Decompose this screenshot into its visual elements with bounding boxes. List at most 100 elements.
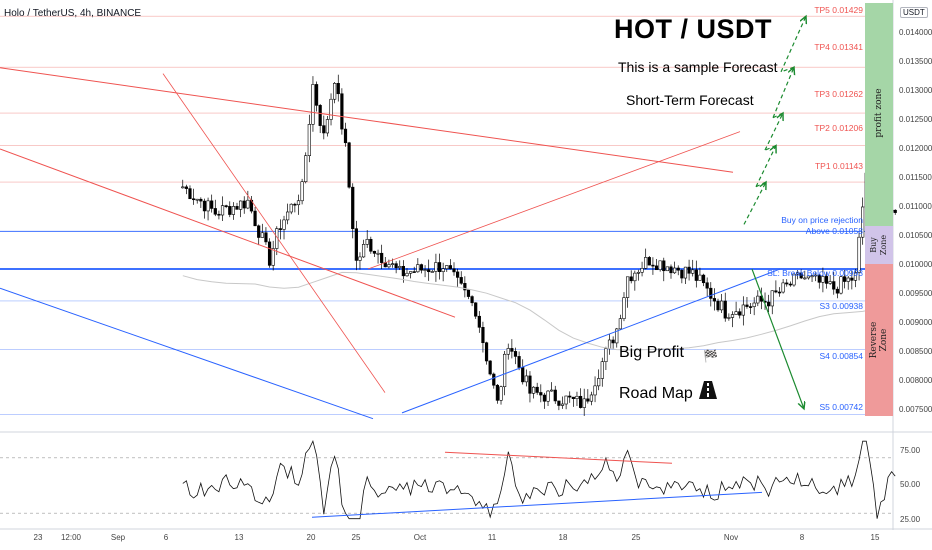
price-tick: 0.010500 <box>899 231 932 240</box>
stop-loss-label: SL: Break Below 0.00993 <box>767 268 863 278</box>
candle-body <box>365 239 369 245</box>
candle-body <box>228 206 232 215</box>
candle-body <box>314 84 319 106</box>
price-tick: 0.011000 <box>899 202 932 211</box>
rsi-tick: 50.00 <box>900 480 921 490</box>
candle-body <box>842 276 847 282</box>
chart-title: HOT / USDT <box>614 14 772 44</box>
candle-body <box>738 311 742 316</box>
candle-body <box>380 252 384 263</box>
candle-body <box>430 271 434 273</box>
time-tick: 13 <box>234 533 244 542</box>
candle-body <box>644 257 648 269</box>
candle-body <box>850 277 854 281</box>
resistance-trendline-steep <box>162 73 386 393</box>
candle-body <box>568 395 572 398</box>
candle-body <box>513 351 518 357</box>
candle-body <box>217 213 221 216</box>
forecast-arrow-up <box>743 182 766 225</box>
candle-body <box>437 262 442 273</box>
candle-body <box>741 304 745 316</box>
candle-body <box>597 378 601 387</box>
candle-body <box>676 267 680 271</box>
time-tick: 11 <box>487 533 497 542</box>
candle-body <box>318 105 322 126</box>
big-profit-label: Big Profit <box>619 344 684 361</box>
symbol-header: Holo / TetherUS, 4h, BINANCE <box>4 8 142 19</box>
candle-body <box>730 314 735 318</box>
candle-body <box>615 328 619 344</box>
time-tick: Nov <box>723 533 739 542</box>
candle-body <box>231 206 235 215</box>
candle-body <box>434 262 438 272</box>
candle-body <box>477 315 481 328</box>
price-tick: 0.008500 <box>899 347 932 356</box>
candle-body <box>329 98 333 120</box>
candle-body <box>398 266 402 269</box>
candle-body <box>673 267 677 274</box>
price-tick: 0.009000 <box>899 318 932 327</box>
forecast-subtitle: This is a sample Forecast <box>618 59 778 75</box>
candle-body <box>828 281 832 284</box>
candle-body <box>788 283 792 286</box>
candle-body <box>810 275 814 278</box>
candle-body <box>481 327 485 344</box>
road-icon <box>699 381 717 399</box>
candle-body <box>553 389 557 402</box>
candle-body <box>343 128 348 144</box>
candle-body <box>654 265 659 271</box>
candle-body <box>607 339 612 349</box>
buy-label-1: Buy on price rejection <box>781 215 863 225</box>
candle-body <box>550 389 554 392</box>
profit-zone: profit zone <box>865 3 893 226</box>
candle-body <box>354 228 358 261</box>
candle-body <box>531 386 536 394</box>
tp5-label: TP5 0.01429 <box>814 5 863 15</box>
road-map-label: Road Map <box>619 385 693 402</box>
candle-body <box>495 384 500 401</box>
candle-body <box>803 277 807 280</box>
candle-body <box>814 274 818 277</box>
candle-body <box>824 276 829 284</box>
s5-label: S5 0.00742 <box>819 402 863 412</box>
rsi-tick: 75.00 <box>900 445 921 455</box>
candle-body <box>333 83 337 100</box>
profit-zone-label: profit zone <box>874 88 884 138</box>
candle-body <box>752 302 756 307</box>
candle-body <box>441 268 445 273</box>
candle-body <box>423 269 427 271</box>
candle-body <box>720 300 724 311</box>
resistance-trendline-minor <box>0 148 456 318</box>
tp2-label: TP2 0.01206 <box>814 123 863 133</box>
candle-body <box>629 276 633 282</box>
candle-body <box>662 260 666 272</box>
candle-body <box>517 356 521 368</box>
candle-body <box>748 306 753 308</box>
candle-body <box>694 269 698 281</box>
candle-body <box>325 119 330 134</box>
candle-body <box>665 266 669 272</box>
price-tick: 0.012000 <box>899 144 932 153</box>
candle-body <box>625 276 630 298</box>
price-pane-bg <box>0 0 893 430</box>
candle-body <box>853 272 858 281</box>
candle-body <box>195 198 199 201</box>
candle-body <box>745 304 749 307</box>
candle-body <box>539 392 543 396</box>
currency-badge[interactable]: USDT <box>900 7 928 18</box>
candle-body <box>560 403 565 406</box>
support-trendline-right <box>401 268 781 414</box>
price-tick: 0.011500 <box>899 173 932 182</box>
candle-body <box>687 266 691 274</box>
candle-body <box>528 375 532 394</box>
candle-body <box>633 272 637 282</box>
candle-body <box>427 269 431 273</box>
candle-body <box>821 276 825 283</box>
candle-body <box>286 211 290 221</box>
reverse-zone: Reverse Zone <box>865 264 893 416</box>
buy-label-2: Above 0.01058 <box>805 226 863 236</box>
candle-body <box>691 269 695 274</box>
candle-body <box>557 400 561 406</box>
candle-body <box>408 271 413 274</box>
candle-body <box>716 300 720 311</box>
